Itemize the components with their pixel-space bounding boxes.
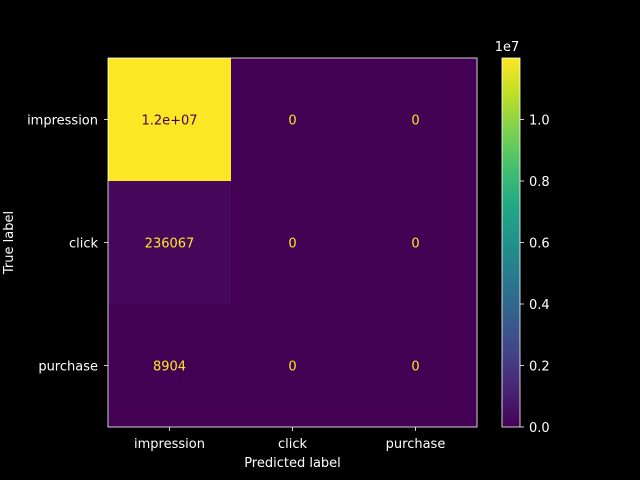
heatmap-cell-labels: 1.2e+07 0 0 236067 0 0 8904 0 0 <box>141 114 419 375</box>
colorbar-offset-label: 1e7 <box>495 40 520 55</box>
x-axis-ticks: impression click purchase <box>134 427 445 452</box>
heatmap-cell <box>231 58 355 182</box>
heatmap-cells <box>108 58 478 428</box>
cell-value-label: 0 <box>288 360 296 375</box>
heatmap-cell <box>231 181 355 305</box>
colorbar-tick-label: 0.4 <box>529 298 550 313</box>
x-tick-label: purchase <box>386 437 446 452</box>
heatmap-cell <box>354 304 478 428</box>
cell-value-label: 8904 <box>153 360 186 375</box>
colorbar-tick-label: 0.8 <box>529 175 550 190</box>
cell-value-label: 0 <box>411 360 419 375</box>
cell-value-label: 0 <box>288 237 296 252</box>
colorbar-tick-label: 0.2 <box>529 360 550 375</box>
x-axis-label: Predicted label <box>244 456 341 471</box>
heatmap-cell <box>354 181 478 305</box>
colorbar-tick-label: 1.0 <box>529 114 550 129</box>
colorbar <box>501 57 521 428</box>
colorbar-ticks: 0.0 0.2 0.4 0.6 0.8 1.0 <box>520 114 550 436</box>
cell-value-label: 0 <box>411 237 419 252</box>
x-tick-label: click <box>278 437 308 452</box>
cell-value-label: 0 <box>288 114 296 129</box>
cell-value-label: 236067 <box>145 237 195 252</box>
y-tick-label: click <box>69 237 99 252</box>
heatmap-cell <box>108 181 232 305</box>
y-axis-label: True label <box>2 211 17 275</box>
heatmap-cell <box>108 304 232 428</box>
cell-value-label: 0 <box>411 114 419 129</box>
colorbar-tick-label: 0.0 <box>529 421 550 436</box>
x-tick-label: impression <box>134 437 205 452</box>
heatmap-cell <box>354 58 478 182</box>
colorbar-tick-label: 0.6 <box>529 237 550 252</box>
heatmap-cell <box>231 304 355 428</box>
y-tick-label: impression <box>27 114 98 129</box>
y-tick-label: purchase <box>38 360 98 375</box>
heatmap-cell <box>108 58 232 182</box>
cell-value-label: 1.2e+07 <box>141 114 197 129</box>
y-axis-ticks: impression click purchase <box>27 114 108 375</box>
